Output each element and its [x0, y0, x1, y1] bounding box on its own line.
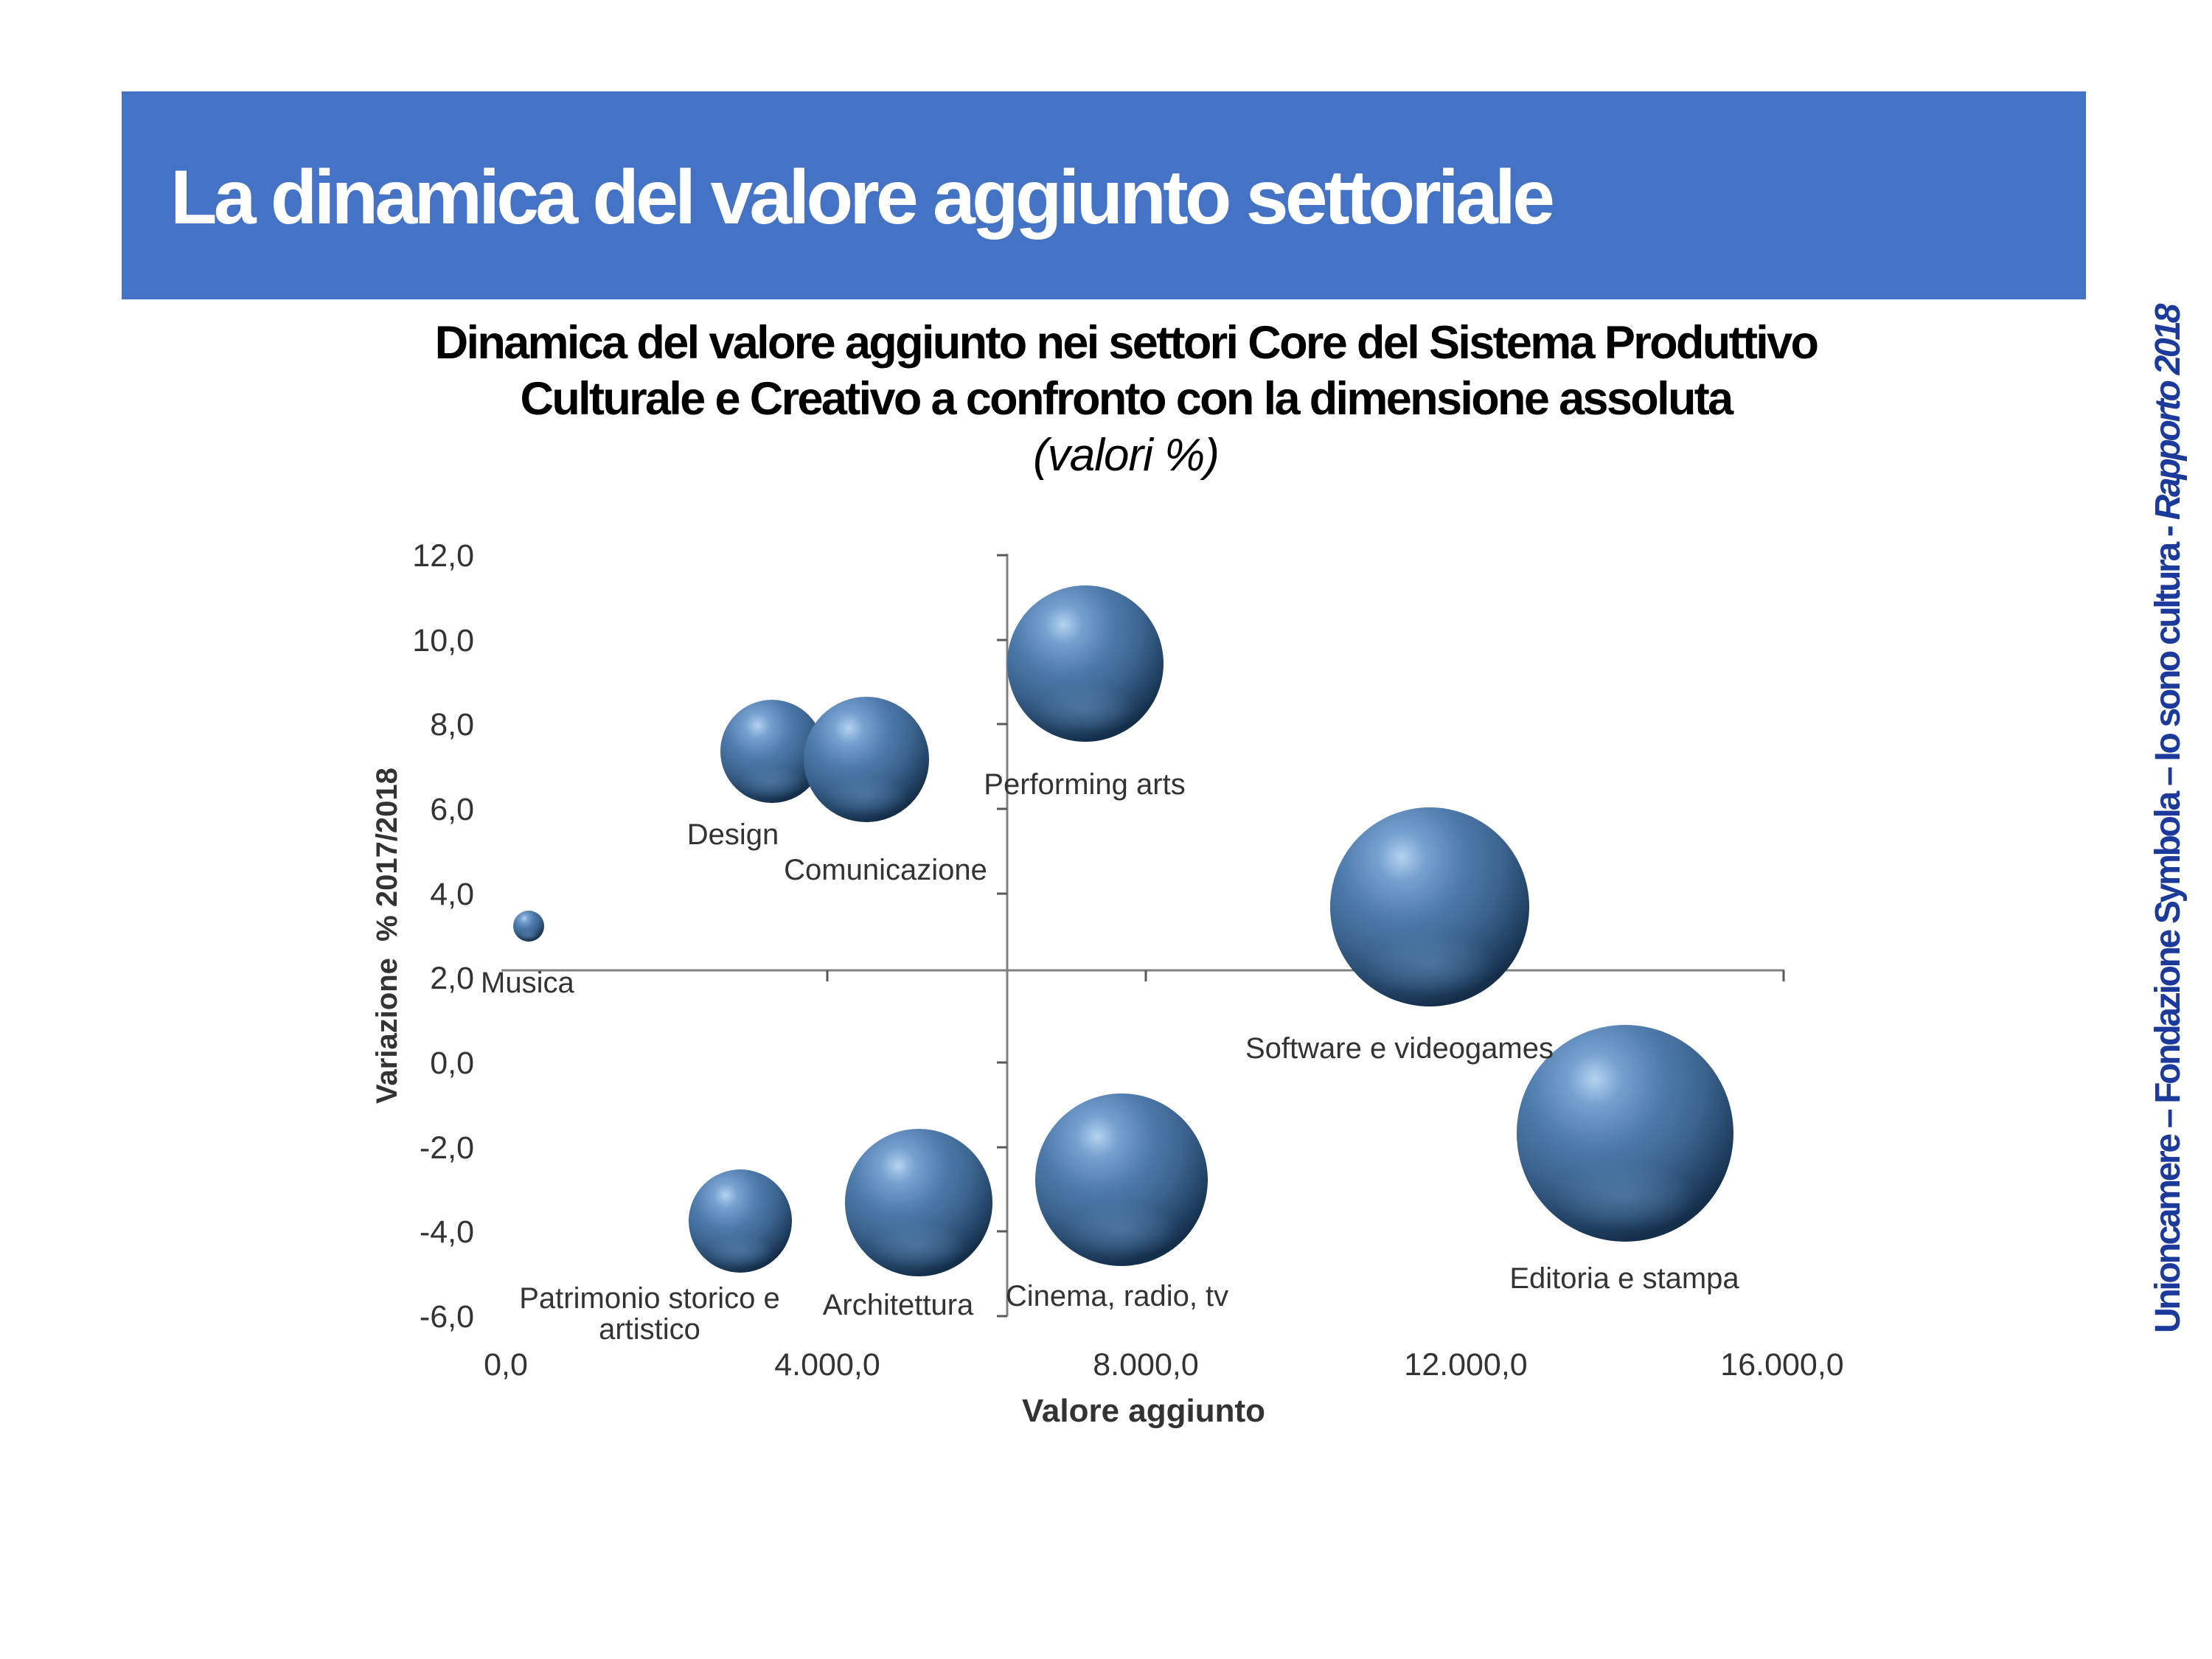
svg-text:artistico: artistico	[599, 1313, 700, 1346]
svg-text:Cinema, radio, tv: Cinema, radio, tv	[1006, 1280, 1228, 1312]
svg-text:Musica: Musica	[481, 967, 574, 999]
svg-text:8,0: 8,0	[430, 707, 474, 742]
svg-text:Patrimonio storico e: Patrimonio storico e	[519, 1282, 779, 1315]
svg-text:8.000,0: 8.000,0	[1093, 1347, 1198, 1382]
svg-text:4,0: 4,0	[430, 877, 474, 912]
svg-text:10,0: 10,0	[412, 623, 474, 658]
svg-text:Performing arts: Performing arts	[984, 768, 1185, 801]
svg-text:-4,0: -4,0	[420, 1214, 474, 1250]
svg-text:6,0: 6,0	[430, 792, 474, 827]
svg-text:-2,0: -2,0	[420, 1130, 474, 1166]
svg-text:Design: Design	[687, 818, 779, 851]
svg-text:0,0: 0,0	[484, 1347, 528, 1382]
svg-text:2,0: 2,0	[430, 961, 474, 996]
svg-text:Comunicazione: Comunicazione	[784, 854, 987, 886]
svg-text:4.000,0: 4.000,0	[774, 1347, 880, 1382]
svg-text:Variazione % 2017/2018: Variazione % 2017/2018	[371, 768, 403, 1104]
svg-text:Software e videogames: Software e videogames	[1245, 1032, 1554, 1065]
svg-text:0,0: 0,0	[430, 1046, 474, 1081]
svg-text:12,0: 12,0	[412, 538, 474, 574]
svg-text:Editoria e stampa: Editoria e stampa	[1509, 1262, 1739, 1295]
svg-text:Architettura: Architettura	[823, 1289, 974, 1321]
svg-text:-6,0: -6,0	[420, 1299, 474, 1335]
svg-text:16.000,0: 16.000,0	[1720, 1347, 1843, 1382]
svg-text:12.000,0: 12.000,0	[1404, 1347, 1527, 1382]
svg-text:Valore aggiunto: Valore aggiunto	[1022, 1393, 1265, 1429]
